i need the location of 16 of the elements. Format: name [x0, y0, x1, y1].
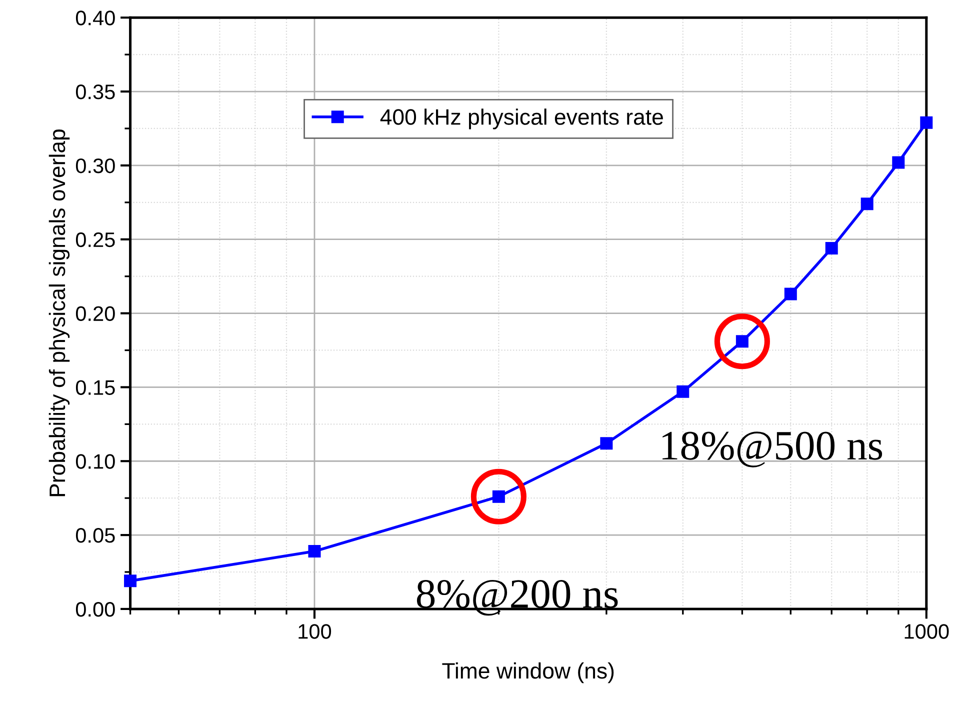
x-tick-label: 100	[298, 624, 332, 639]
y-tick-label: 0.20	[76, 306, 115, 322]
y-tick-label: 0.30	[76, 158, 115, 174]
x-tick-label: 1000	[904, 624, 949, 639]
legend-label: 400 kHz physical events rate	[380, 108, 663, 130]
y-tick-label: 0.25	[76, 232, 115, 248]
annotation: 8%@200 ns	[416, 580, 618, 616]
y-tick-label: 0.00	[76, 602, 115, 617]
y-tick-label: 0.15	[76, 380, 115, 395]
y-tick-label: 0.05	[76, 528, 115, 543]
y-tick-label: 0.35	[76, 84, 115, 100]
x-axis-title: Time window (ns)	[442, 662, 614, 684]
y-axis-title: Probability of physical signals overlap	[48, 130, 70, 496]
y-tick-label: 0.10	[76, 454, 115, 469]
y-tick-label: 0.40	[76, 10, 115, 26]
annotation: 18%@500 ns	[662, 432, 882, 468]
